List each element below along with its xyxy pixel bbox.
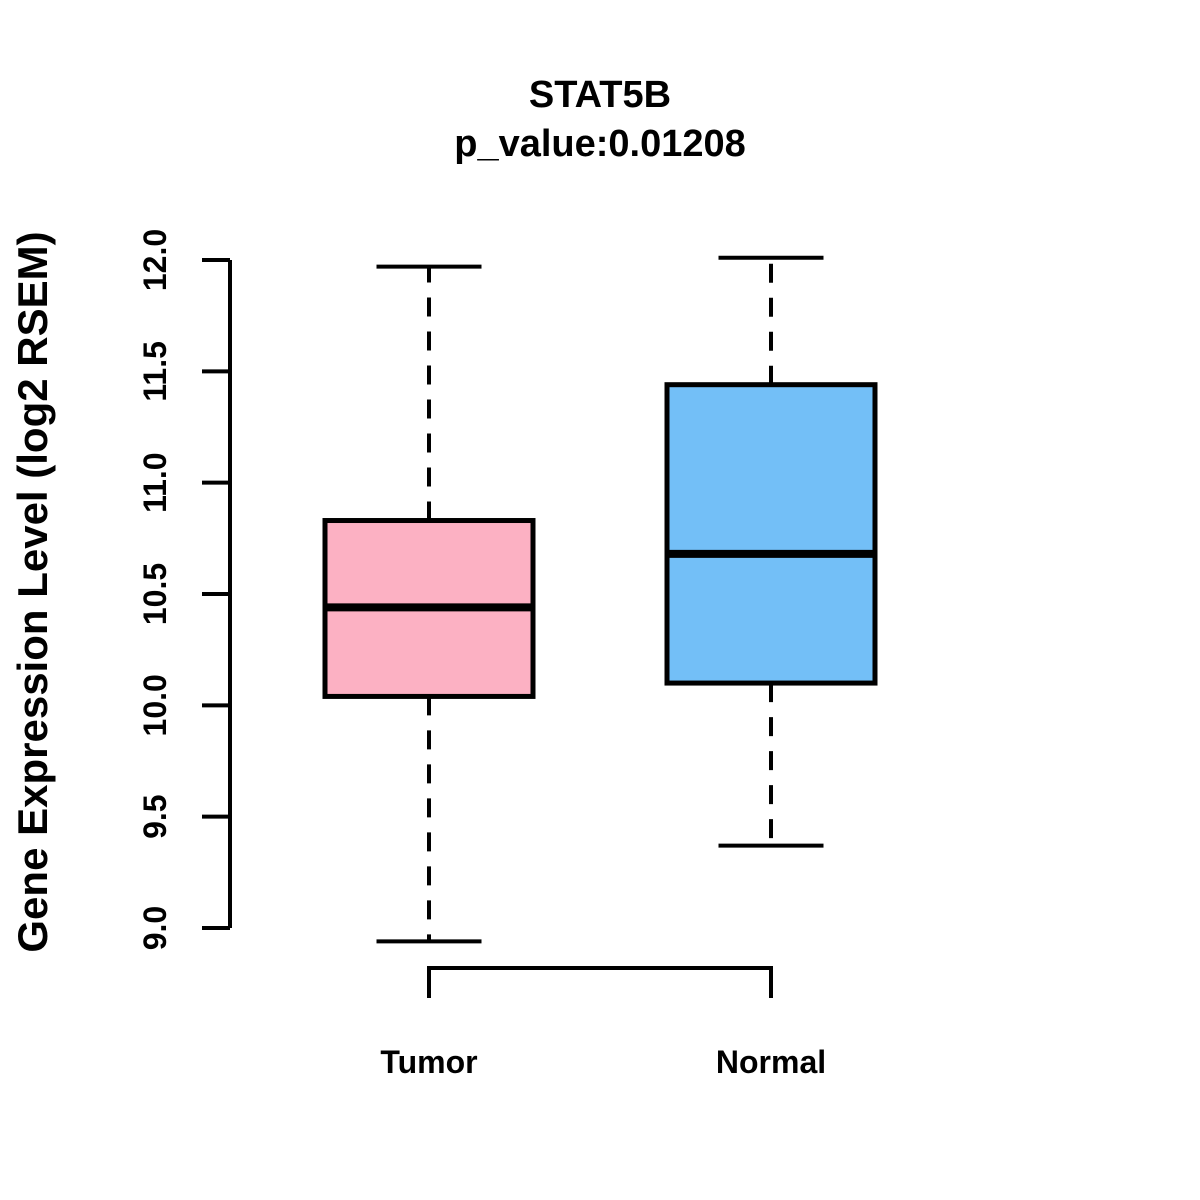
x-axis-bracket [427, 966, 773, 998]
y-axis-tick-label: 9.5 [137, 794, 173, 838]
y-axis-tick-label: 11.0 [137, 452, 173, 513]
box-group-normal: Normal [664, 255, 878, 1080]
y-axis-tick-label: 10.0 [137, 674, 173, 736]
x-category-label: Normal [716, 1044, 826, 1080]
y-axis-tick-label: 12.0 [137, 229, 173, 291]
x-category-label: Tumor [380, 1044, 477, 1080]
chart-title: STAT5B [528, 74, 672, 116]
box-group-tumor: Tumor [322, 264, 536, 1080]
iqr-box-normal [664, 382, 878, 686]
y-axis-tick-label: 10.5 [137, 563, 173, 625]
p-value-subtitle: p_value:0.01208 [454, 123, 746, 165]
y-axis-tick-label: 9.0 [137, 906, 173, 950]
y-axis-tick-label: 11.5 [137, 341, 173, 402]
